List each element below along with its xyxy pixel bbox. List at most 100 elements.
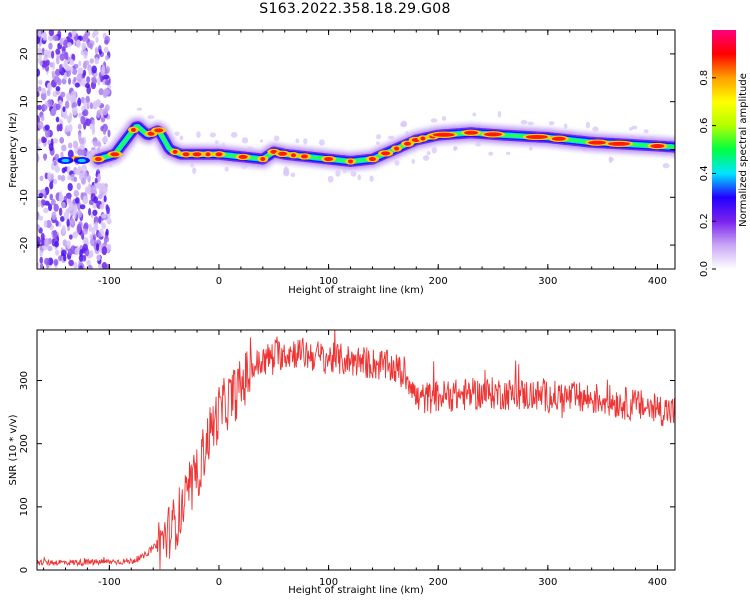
faint-speckle [284,165,288,173]
noise-speckle [61,201,66,209]
noise-speckle [39,263,44,269]
noise-speckle [104,39,109,45]
noise-speckle [81,42,87,51]
noise-speckle [63,51,68,60]
snr-y-tick-label: 200 [19,434,30,453]
noise-speckle [101,261,108,269]
noise-speckle [42,31,48,41]
noise-speckle [89,102,94,110]
noise-speckle [37,86,42,92]
noise-speckle [45,59,50,67]
noise-speckle [59,53,65,62]
noise-speckle [58,196,63,203]
spectrogram-y-tick-label: -10 [19,189,30,205]
noise-speckle [60,151,64,158]
snr-x-tick-label: 300 [538,577,557,588]
noise-speckle [103,237,108,244]
noise-speckle [68,202,74,211]
noise-speckle [83,33,89,40]
noise-speckle [97,231,101,239]
noise-speckle [37,261,40,268]
noise-speckle [37,91,40,98]
noise-speckle [53,75,60,84]
noise-speckle [98,48,102,55]
ridge-hot-blob [300,154,308,159]
ridge-hot-blob [291,153,297,158]
noise-speckle [37,36,41,45]
spectrogram-y-tick-label: -20 [19,237,30,253]
noise-speckle [89,238,95,246]
noise-speckle [37,236,41,245]
noise-speckle [63,211,70,220]
noise-speckle [37,224,41,230]
noise-speckle [91,103,97,110]
faint-speckle [426,150,431,156]
noise-speckle [77,148,83,156]
ridge-hot-blob [432,132,455,137]
noise-speckle [69,58,74,66]
ridge-hot-blob [192,152,202,157]
noise-speckle [81,78,86,87]
snr-frame [36,329,676,571]
noise-speckle [83,222,89,230]
spectrogram-y-tick-label: 20 [19,48,30,61]
noise-speckle [63,59,69,68]
noise-speckle [53,138,59,144]
early-ridge-blob-core [77,158,86,163]
faint-speckle [174,131,180,136]
ridge-hot-blob [260,157,266,162]
noise-speckle [64,125,70,133]
ridge-hot-blob [238,154,248,159]
noise-speckle [55,48,61,55]
noise-speckle [61,225,66,234]
noise-speckle [39,249,43,257]
noise-speckle [57,174,62,181]
noise-speckle [92,209,98,216]
noise-speckle [46,89,51,96]
faint-speckle [273,135,280,142]
noise-speckle [45,128,51,138]
noise-speckle [97,141,102,148]
noise-speckle [39,60,43,66]
noise-speckle [95,36,99,44]
noise-speckle [37,154,40,163]
noise-speckle [94,46,99,55]
noise-speckle [37,104,42,111]
noise-speckle [67,182,73,192]
faint-speckle [376,141,380,146]
noise-speckle [37,120,44,130]
faint-speckle [295,138,300,144]
spectrogram-y-tick-label: 10 [19,95,30,108]
noise-speckle [60,174,66,182]
faint-speckle [136,107,143,111]
faint-speckle [327,175,334,183]
faint-speckle [411,158,416,164]
noise-speckle [73,76,77,83]
noise-speckle [107,129,111,138]
noise-speckle [54,165,61,173]
ridge-hot-blob [404,141,412,146]
snr-panel: -100 0 100 200 300 400 0 100 200 300 Height of st… [8,329,676,596]
noise-speckle [62,239,68,247]
noise-speckle [67,174,72,181]
noise-speckle [101,246,108,256]
snr-x-tick-label: 400 [648,577,667,588]
noise-speckle [52,35,59,42]
noise-speckle [82,243,88,252]
noise-speckle [55,55,60,65]
faint-speckle [662,162,670,169]
faint-speckle [608,156,613,163]
noise-speckle [61,144,67,152]
spectrogram-plot-area [37,30,675,269]
ridge-hot-blob [324,157,334,162]
noise-speckle [43,153,47,162]
noise-speckle [76,73,83,83]
noise-speckle [91,32,96,39]
noise-speckle [62,113,69,120]
ridge-hot-blob [147,131,155,136]
faint-speckle [430,118,438,123]
noise-speckle [48,143,54,152]
noise-speckle [95,100,101,107]
noise-speckle [97,194,103,200]
noise-speckle [77,201,82,211]
